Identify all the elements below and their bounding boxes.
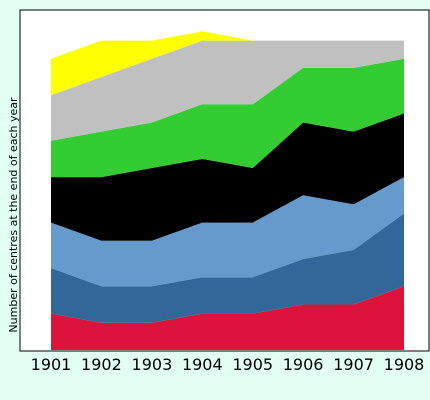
area-series-6 bbox=[51, 40, 404, 141]
x-tick-label: 1905 bbox=[232, 355, 273, 374]
area-series-7 bbox=[51, 31, 404, 96]
x-tick-label: 1903 bbox=[132, 355, 173, 374]
y-axis-label: Number of centres at the end of each yea… bbox=[7, 97, 20, 333]
area-series-5 bbox=[51, 58, 404, 178]
x-tick-label: 1907 bbox=[333, 355, 374, 374]
x-tick-label: 1906 bbox=[283, 355, 324, 374]
area-series-3 bbox=[51, 177, 404, 287]
x-tick-label: 1908 bbox=[384, 355, 425, 374]
series-areas bbox=[51, 31, 404, 350]
area-series-4 bbox=[51, 113, 404, 241]
x-tick-label: 1901 bbox=[31, 355, 72, 374]
area-series-2 bbox=[51, 213, 404, 323]
area-series-1 bbox=[51, 286, 404, 350]
x-tick-label: 1902 bbox=[81, 355, 122, 374]
x-tick-label: 1904 bbox=[182, 355, 223, 374]
x-tick-labels: 1901 1902 1903 1904 1905 1906 1907 1908 bbox=[31, 355, 425, 374]
